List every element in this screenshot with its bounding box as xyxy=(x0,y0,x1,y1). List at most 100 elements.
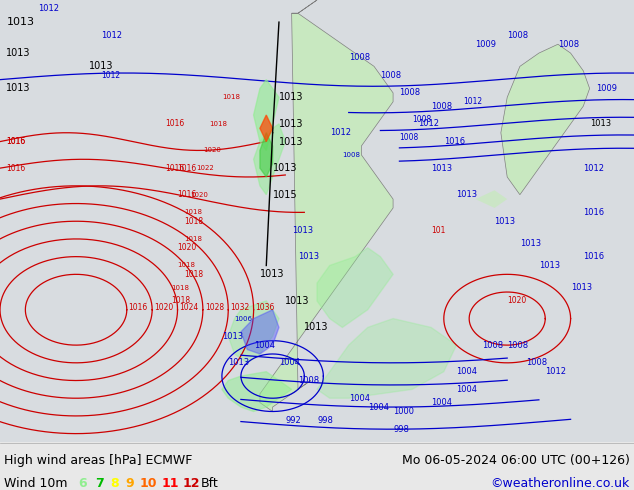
Text: 9: 9 xyxy=(125,477,134,490)
Text: 1009: 1009 xyxy=(476,40,496,49)
Polygon shape xyxy=(254,124,285,195)
Polygon shape xyxy=(228,301,279,363)
Text: 1016: 1016 xyxy=(165,120,184,128)
Text: Mo 06-05-2024 06:00 UTC (00+126): Mo 06-05-2024 06:00 UTC (00+126) xyxy=(402,454,630,466)
Text: 1004: 1004 xyxy=(368,403,389,412)
Text: 1016: 1016 xyxy=(129,303,148,312)
Text: 8: 8 xyxy=(110,477,119,490)
Text: Bft: Bft xyxy=(201,477,219,490)
Text: 998: 998 xyxy=(317,416,333,425)
Text: 1022: 1022 xyxy=(197,165,214,171)
Text: 1009: 1009 xyxy=(596,84,617,93)
Text: 1008: 1008 xyxy=(507,341,528,350)
Text: 12: 12 xyxy=(183,477,200,490)
Text: 11: 11 xyxy=(162,477,179,490)
Text: 1013: 1013 xyxy=(228,358,249,368)
Text: 992: 992 xyxy=(285,416,301,425)
Text: 1012: 1012 xyxy=(330,128,351,137)
Text: 1016: 1016 xyxy=(6,164,25,172)
Text: 1013: 1013 xyxy=(304,322,329,332)
Text: 1004: 1004 xyxy=(254,341,275,350)
Text: 1018: 1018 xyxy=(171,296,190,305)
Text: 1012: 1012 xyxy=(463,98,482,106)
Text: Wind 10m: Wind 10m xyxy=(4,477,67,490)
Text: 1013: 1013 xyxy=(590,120,611,128)
Text: 1004: 1004 xyxy=(349,394,370,403)
Text: 1018: 1018 xyxy=(209,121,227,127)
Text: 1018: 1018 xyxy=(178,263,195,269)
Polygon shape xyxy=(476,190,507,208)
Text: 1004: 1004 xyxy=(279,358,300,368)
Text: 6: 6 xyxy=(78,477,87,490)
Text: 1016: 1016 xyxy=(583,252,604,261)
Text: 1013: 1013 xyxy=(279,92,304,102)
Text: 1016: 1016 xyxy=(444,137,465,146)
Text: 1036: 1036 xyxy=(256,303,275,312)
Text: 1012: 1012 xyxy=(38,4,59,13)
Text: 1013: 1013 xyxy=(571,283,592,292)
Text: 1016: 1016 xyxy=(6,137,25,146)
Text: 1018: 1018 xyxy=(222,95,240,100)
Text: 1008: 1008 xyxy=(482,341,503,350)
Polygon shape xyxy=(254,80,279,150)
Text: 1018: 1018 xyxy=(184,236,202,242)
Polygon shape xyxy=(317,318,456,398)
Text: 1004: 1004 xyxy=(456,385,477,394)
Text: 1013: 1013 xyxy=(495,217,515,226)
Text: 1012: 1012 xyxy=(101,31,122,40)
Text: 1013: 1013 xyxy=(520,239,541,248)
Text: 998: 998 xyxy=(393,425,409,434)
Text: 1013: 1013 xyxy=(285,296,310,306)
Polygon shape xyxy=(260,13,393,412)
Text: 1013: 1013 xyxy=(6,83,31,94)
Text: 1008: 1008 xyxy=(526,358,547,368)
Text: 1008: 1008 xyxy=(507,31,528,40)
Text: 1004: 1004 xyxy=(456,367,477,376)
Text: 1004: 1004 xyxy=(431,398,452,407)
Text: 1012: 1012 xyxy=(418,120,439,128)
Text: 1018: 1018 xyxy=(184,209,202,216)
Text: 1018: 1018 xyxy=(171,285,189,291)
Text: 1016: 1016 xyxy=(583,208,604,217)
Text: 1008: 1008 xyxy=(298,376,319,385)
Text: 1020: 1020 xyxy=(178,243,197,252)
Text: 1008: 1008 xyxy=(431,102,452,111)
Text: 1008: 1008 xyxy=(349,53,370,62)
Text: 1018: 1018 xyxy=(184,217,203,226)
Text: 1016: 1016 xyxy=(178,190,197,199)
Text: 1013: 1013 xyxy=(292,225,313,235)
Polygon shape xyxy=(317,248,393,327)
Text: 1008: 1008 xyxy=(399,88,420,98)
Text: 1000: 1000 xyxy=(393,407,414,416)
Polygon shape xyxy=(222,372,292,412)
Text: 1012: 1012 xyxy=(101,71,120,80)
Text: 1016: 1016 xyxy=(178,164,197,172)
Text: 1006: 1006 xyxy=(235,316,252,321)
Text: 1020: 1020 xyxy=(203,147,221,153)
Text: 1028: 1028 xyxy=(205,303,224,312)
Text: 1013: 1013 xyxy=(539,261,560,270)
Text: 1016: 1016 xyxy=(165,164,184,172)
Text: 1008: 1008 xyxy=(412,115,431,124)
Polygon shape xyxy=(260,115,273,142)
Text: ©weatheronline.co.uk: ©weatheronline.co.uk xyxy=(491,477,630,490)
Text: 1013: 1013 xyxy=(456,190,477,199)
Text: High wind areas [hPa] ECMWF: High wind areas [hPa] ECMWF xyxy=(4,454,192,466)
Text: 1032: 1032 xyxy=(230,303,249,312)
Text: 1013: 1013 xyxy=(279,119,304,129)
Text: 1016: 1016 xyxy=(6,137,25,146)
Text: 101: 101 xyxy=(431,225,446,235)
Text: 1020: 1020 xyxy=(154,303,173,312)
Text: 1008: 1008 xyxy=(558,40,579,49)
Text: 1008: 1008 xyxy=(380,71,401,80)
Text: 1013: 1013 xyxy=(298,252,319,261)
Text: 1020: 1020 xyxy=(507,296,526,305)
Text: 1013: 1013 xyxy=(6,17,34,27)
Polygon shape xyxy=(241,310,279,354)
Text: 10: 10 xyxy=(140,477,157,490)
Text: 1013: 1013 xyxy=(279,137,304,147)
Text: 1013: 1013 xyxy=(260,270,285,279)
Text: 7: 7 xyxy=(95,477,104,490)
Text: 1024: 1024 xyxy=(179,303,198,312)
Text: 1008: 1008 xyxy=(342,152,360,158)
